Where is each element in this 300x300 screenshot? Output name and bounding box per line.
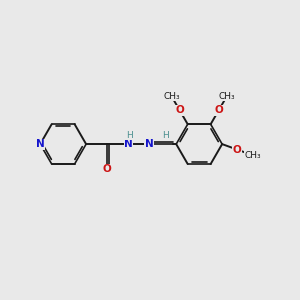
Text: CH₃: CH₃ — [218, 92, 235, 101]
Text: CH₃: CH₃ — [244, 151, 261, 160]
Text: O: O — [103, 164, 112, 174]
Text: O: O — [214, 105, 223, 115]
Text: H: H — [162, 131, 168, 140]
Text: N: N — [36, 139, 44, 149]
Text: O: O — [233, 145, 242, 154]
Text: CH₃: CH₃ — [163, 92, 180, 101]
Text: N: N — [124, 139, 133, 149]
Text: H: H — [126, 131, 133, 140]
Text: O: O — [175, 105, 184, 115]
Text: N: N — [145, 139, 154, 149]
